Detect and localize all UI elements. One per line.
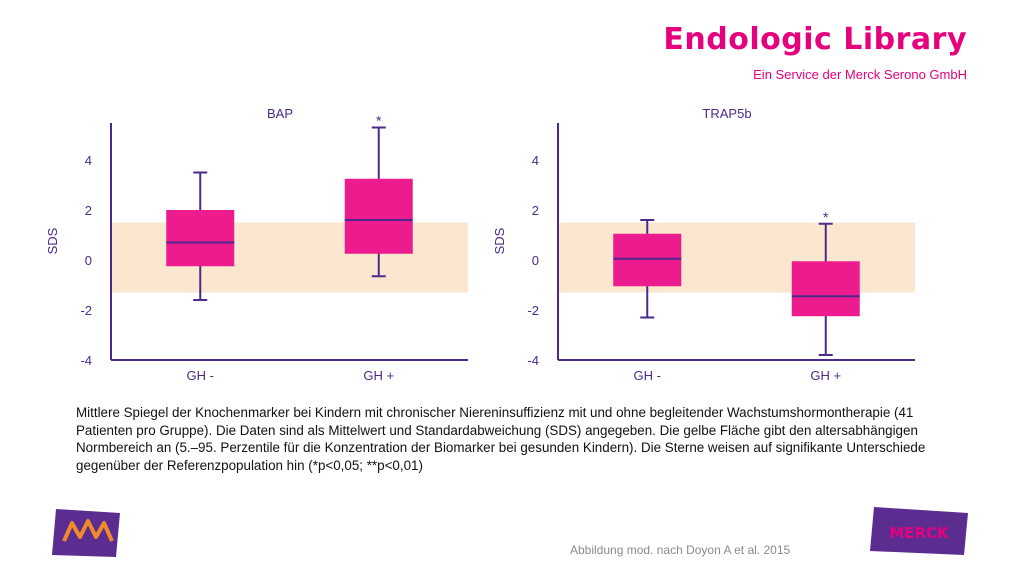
brand-title: Endologic Library: [663, 22, 967, 57]
x-tick-label: GH +: [810, 368, 841, 383]
chart-title: TRAP5b: [702, 106, 751, 121]
box: [791, 261, 860, 317]
significance-marker: *: [376, 113, 382, 129]
y-axis-label: SDS: [492, 227, 507, 254]
reference-band: [558, 222, 915, 293]
figure-caption: Mittlere Spiegel der Knochenmarker bei K…: [76, 405, 926, 473]
brand-subtitle: Ein Service der Merck Serono GmbH: [753, 67, 967, 82]
box: [166, 210, 235, 267]
x-tick-label: GH -: [187, 368, 214, 383]
box: [613, 233, 682, 287]
merck-m-logo-icon: [52, 509, 120, 557]
x-tick-label: GH -: [634, 368, 661, 383]
y-tick-label: -4: [80, 353, 92, 368]
merck-logo: MERCK: [870, 507, 968, 555]
y-tick-label: 4: [532, 153, 539, 168]
trap5b-chart: TRAP5b SDS 4 2 0 -2 -4 GH - * GH +: [492, 106, 915, 383]
reference-band: [111, 222, 468, 293]
significance-marker: *: [823, 209, 829, 225]
y-tick-label: 4: [85, 153, 92, 168]
y-tick-label: -2: [527, 303, 539, 318]
bap-chart: BAP SDS 4 2 0 -2 -4 GH - * GH +: [45, 106, 468, 383]
box: [344, 178, 413, 254]
y-axis-label: SDS: [45, 227, 60, 254]
source-note: Abbildung mod. nach Doyon A et al. 2015: [570, 543, 791, 557]
y-tick-label: -2: [80, 303, 92, 318]
y-tick-label: 2: [85, 203, 92, 218]
y-tick-label: 2: [532, 203, 539, 218]
x-tick-label: GH +: [363, 368, 394, 383]
merck-logo-text: MERCK: [889, 524, 950, 542]
chart-title: BAP: [267, 106, 293, 121]
y-tick-label: 0: [532, 253, 539, 268]
y-tick-label: -4: [527, 353, 539, 368]
y-tick-label: 0: [85, 253, 92, 268]
